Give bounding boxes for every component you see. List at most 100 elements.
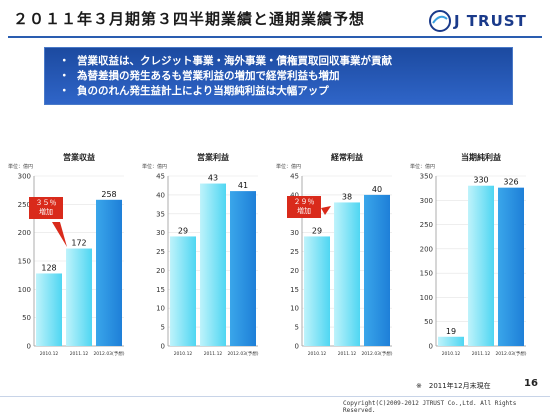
summary-bullet: ・営業収益は、クレジット事業・海外事業・債権買取回収事業が貢献 [59, 54, 512, 69]
bar [438, 336, 464, 346]
growth-callout-ordinary: ２９％ 増加 [287, 196, 321, 218]
chart-net-income: 当期純利益 単位：億円 0 50 100 150 200 250 300 350 19 2010.12… [406, 150, 534, 366]
bar [36, 273, 62, 346]
y-tick-label: 50 [22, 314, 31, 322]
y-tick-label: 50 [424, 318, 433, 326]
y-tick-label: 300 [18, 173, 31, 181]
y-tick-label: 250 [420, 221, 433, 229]
y-tick-label: 35 [156, 210, 165, 218]
y-tick-label: 0 [161, 343, 165, 351]
summary-box: ・営業収益は、クレジット事業・海外事業・債権買取回収事業が貢献 ・為替差損の発生… [44, 47, 513, 105]
bar-value-label: 172 [71, 239, 86, 248]
y-tick-label: 150 [18, 258, 31, 266]
x-tick-label: 2012.03(予想) [227, 350, 258, 357]
summary-bullet-text: 為替差損の発生あるも営業利益の増加で経常利益も増加 [77, 70, 340, 82]
bar [364, 194, 390, 346]
chart-ordinary-income: 経常利益単位：億円051015202530354045292010.123820… [272, 150, 400, 366]
y-tick-label: 30 [156, 229, 165, 237]
y-tick-label: 100 [18, 286, 31, 294]
bullet-marker: ・ [59, 55, 70, 67]
bar-value-label: 29 [312, 226, 322, 235]
bar [170, 236, 196, 346]
y-tick-label: 25 [290, 248, 299, 256]
chart-unit-label: 単位：億円 [276, 163, 301, 170]
copyright: Copyright(C)2009-2012 JTRUST Co.,Ltd. Al… [343, 400, 517, 413]
y-tick-label: 20 [290, 267, 299, 275]
page-title: ２０１１年３月期第３四半期業績と通期業績予想 [13, 10, 366, 28]
x-tick-label: 2010.12 [308, 351, 327, 357]
bullet-marker: ・ [59, 70, 70, 82]
bar [304, 236, 330, 346]
callout-word: 増加 [39, 208, 53, 216]
chart-operating-revenue: 営業収益 単位：億円 0 50 100 150 200 250 300 128 2010.12 172… [4, 150, 132, 366]
bar [468, 185, 494, 346]
page-number: 16 [524, 378, 538, 389]
growth-callout-revenue: ３５％ 増加 [29, 197, 63, 219]
chart-operating-income: 営業利益 単位：億円 0 5 10 15 20 25 30 35 40 45 29 2010.12 43 20… [138, 150, 266, 366]
bar [96, 199, 122, 346]
title-divider [8, 36, 542, 38]
bar [498, 187, 524, 346]
y-tick-label: 25 [156, 248, 165, 256]
bar-value-label: 19 [446, 327, 456, 336]
bullet-marker: ・ [59, 85, 70, 97]
y-tick-label: 200 [420, 245, 433, 253]
summary-bullet-text: 営業収益は、クレジット事業・海外事業・債権買取回収事業が貢献 [77, 55, 392, 67]
x-tick-label: 2010.12 [442, 351, 461, 357]
x-tick-label: 2012.03(予想) [93, 350, 124, 357]
bar-value-label: 326 [503, 178, 518, 187]
chart-unit-label: 単位：億円 [142, 163, 167, 170]
y-tick-label: 40 [290, 191, 299, 199]
bar-value-label: 40 [372, 185, 382, 194]
logo-text: J TRUST [454, 12, 527, 30]
callout-word: 増加 [297, 207, 311, 215]
y-tick-label: 10 [290, 305, 299, 313]
y-tick-label: 20 [156, 267, 165, 275]
bar-value-label: 128 [41, 263, 56, 272]
chart-unit-label: 単位：億円 [8, 163, 33, 170]
y-tick-label: 200 [18, 229, 31, 237]
chart-title: 営業利益 [197, 152, 229, 162]
y-tick-label: 0 [429, 343, 433, 351]
y-tick-label: 45 [156, 173, 165, 181]
y-tick-label: 5 [295, 324, 299, 332]
x-tick-label: 2011.12 [70, 351, 89, 357]
bar-value-label: 41 [238, 181, 248, 190]
as-of-note: ※ 2011年12月末現在 [416, 382, 491, 390]
y-tick-label: 100 [420, 294, 433, 302]
bar [200, 183, 226, 346]
y-tick-label: 0 [27, 343, 31, 351]
y-tick-label: 5 [161, 324, 165, 332]
x-tick-label: 2012.03(予想) [361, 350, 392, 357]
jtrust-logo-icon [429, 10, 451, 32]
callout-percent: ２９％ [293, 198, 315, 206]
y-tick-label: 300 [420, 197, 433, 205]
x-tick-label: 2011.12 [338, 351, 357, 357]
summary-bullet: ・負ののれん発生益計上により当期純利益は大幅アップ [59, 84, 512, 99]
y-tick-label: 0 [295, 343, 299, 351]
chart-title: 経常利益 [331, 152, 363, 162]
summary-bullet: ・為替差損の発生あるも営業利益の増加で経常利益も増加 [59, 69, 512, 84]
bar-value-label: 38 [342, 192, 352, 201]
summary-bullet-text: 負ののれん発生益計上により当期純利益は大幅アップ [77, 85, 329, 97]
bar [66, 248, 92, 346]
x-tick-label: 2011.12 [472, 351, 491, 357]
y-tick-label: 350 [420, 173, 433, 181]
x-tick-label: 2012.03(予想) [495, 350, 526, 357]
bar-value-label: 258 [101, 190, 116, 199]
y-tick-label: 250 [18, 201, 31, 209]
bar [230, 191, 256, 346]
callout-percent: ３５％ [35, 199, 57, 207]
y-tick-label: 45 [290, 173, 299, 181]
y-tick-label: 30 [290, 229, 299, 237]
y-tick-label: 40 [156, 191, 165, 199]
bar-value-label: 29 [178, 226, 188, 235]
y-tick-label: 150 [420, 270, 433, 278]
x-tick-label: 2010.12 [40, 351, 59, 357]
footer-divider [0, 396, 550, 397]
bar [334, 202, 360, 346]
chart-title: 当期純利益 [461, 152, 501, 162]
